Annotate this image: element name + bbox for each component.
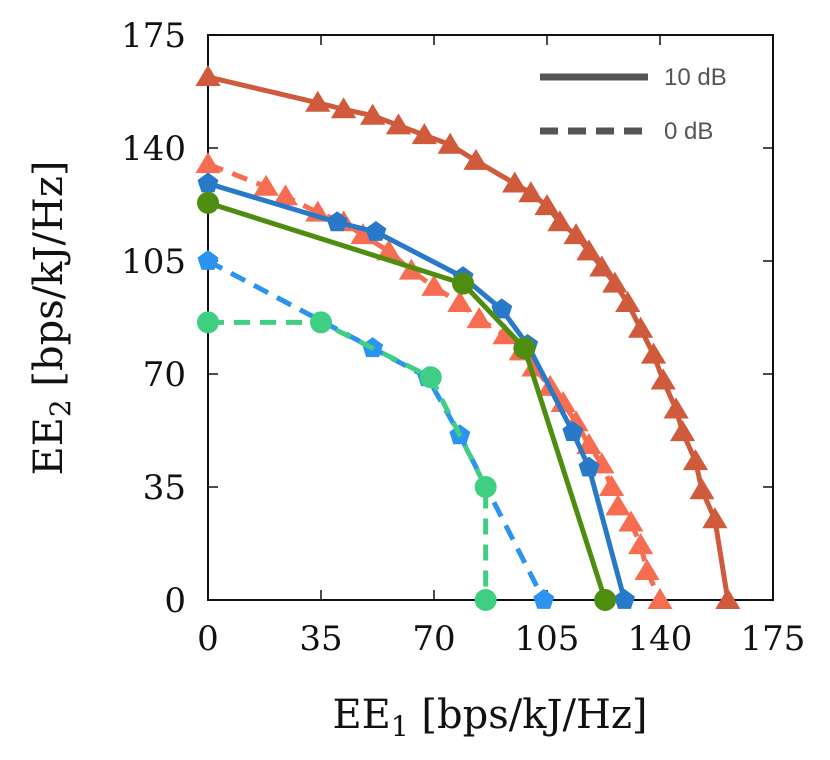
series-1-point [550, 391, 576, 413]
series-0-point [305, 90, 331, 112]
series-2-point [197, 172, 219, 193]
series-3-point [594, 589, 617, 611]
series-3-point [197, 191, 219, 214]
series-4-point [197, 250, 219, 270]
series-0-point [411, 123, 437, 145]
series-1-point [605, 494, 631, 516]
y-tick-label: 140 [121, 129, 186, 169]
series-0-point [689, 478, 715, 500]
series-0-point [602, 271, 628, 293]
series-2-line [207, 181, 627, 601]
series-0-point [589, 255, 615, 277]
series-5-point [310, 311, 332, 334]
series-1-point [492, 323, 518, 345]
series-0-point [534, 194, 560, 216]
series-1-point [618, 510, 644, 532]
x-tick-label: 35 [299, 619, 342, 659]
series-2-point [365, 220, 387, 241]
series-0-point [547, 210, 573, 232]
series-3 [197, 191, 617, 611]
series-2-point [578, 456, 600, 477]
y-tick-label: 0 [164, 581, 186, 621]
series-0-point [640, 342, 667, 364]
series-0-point [502, 171, 528, 193]
series-layer [195, 64, 741, 611]
series-0-point [650, 368, 676, 390]
series-2-point [491, 298, 513, 319]
series-0-point [628, 316, 654, 338]
y-tick-label: 70 [143, 355, 186, 395]
x-tick-label: 140 [628, 619, 693, 659]
series-2-point [614, 589, 635, 609]
series-1-point [598, 475, 625, 496]
series-1-point [421, 274, 447, 296]
series-5-point [419, 366, 442, 389]
y-axis-label: EE2 [bps/kJ/Hz] [26, 160, 77, 475]
series-0-point [518, 181, 544, 203]
series-5-point [474, 589, 497, 611]
x-axis-label: EE1 [bps/kJ/Hz] [332, 692, 647, 743]
x-tick-label: 175 [741, 619, 806, 659]
x-tick-label: 0 [197, 619, 219, 659]
series-0-point [670, 420, 696, 442]
series-5-point [474, 476, 497, 498]
axis-ticks: 0 35 70 105 140 175 0 35 70 105 140 175 [121, 16, 805, 659]
y-tick-label: 35 [143, 468, 186, 508]
series-0-point [360, 103, 386, 125]
series-3-point [452, 272, 475, 295]
legend-label-0db: 0 dB [664, 118, 713, 145]
series-0-point [331, 97, 357, 119]
series-2-point [562, 421, 584, 442]
series-0-point [437, 132, 463, 154]
x-tick-label: 105 [515, 619, 580, 659]
series-1-point [253, 174, 279, 196]
y-tick-label: 105 [121, 242, 186, 282]
series-5 [197, 311, 497, 611]
series-1-point [628, 533, 654, 555]
series-5-point [197, 311, 219, 334]
series-2-point [326, 211, 348, 232]
series-1-point [195, 152, 221, 174]
series-0-point [715, 588, 741, 609]
series-5-line [208, 319, 489, 600]
series-0-point [663, 397, 689, 419]
series-0-point [463, 148, 489, 170]
x-tick-label: 70 [412, 619, 455, 659]
series-0-point [563, 223, 589, 245]
series-0-point [702, 507, 728, 529]
series-4-point [533, 589, 555, 609]
series-1-point [272, 184, 299, 206]
series-0 [195, 64, 741, 609]
series-0-point [195, 64, 221, 86]
series-0-point [615, 290, 641, 312]
series-0-line [207, 74, 731, 601]
series-1-point [634, 558, 660, 580]
series-1-point [447, 290, 473, 312]
series-0-point [576, 239, 602, 261]
series-1-point [647, 588, 673, 609]
legend-label-10db: 10 dB [664, 64, 727, 91]
legend: 10 dB 0 dB [540, 64, 727, 145]
series-0-point [682, 449, 709, 471]
series-0-point [385, 113, 412, 135]
series-3-line [207, 200, 608, 601]
series-1-point [466, 307, 492, 329]
series-1-point [376, 239, 402, 261]
y-tick-label: 175 [121, 16, 186, 56]
series-3-point [513, 337, 536, 360]
